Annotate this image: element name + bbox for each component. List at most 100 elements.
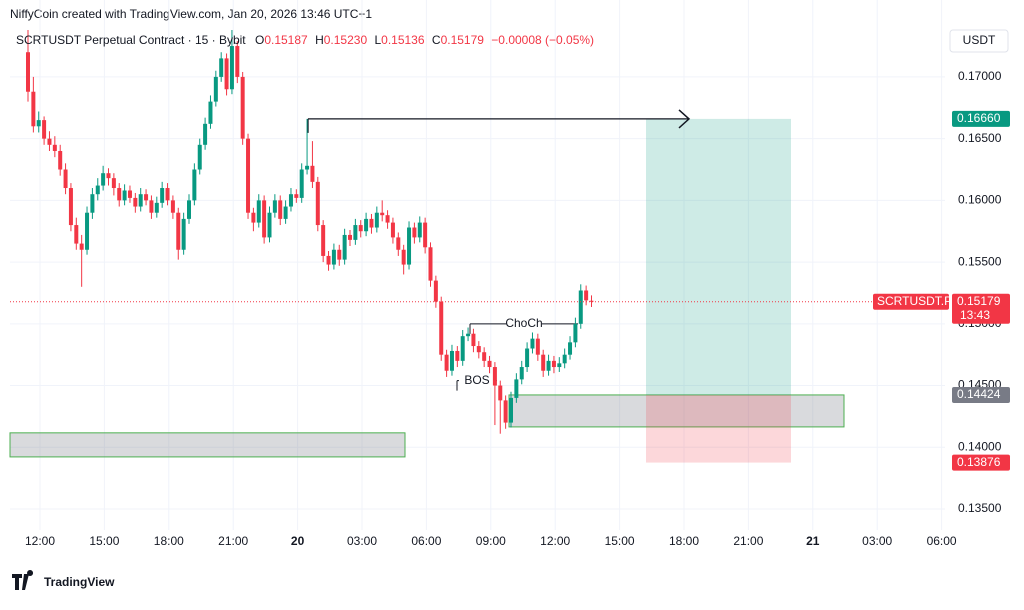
legend-o: O [255,33,264,47]
x-tick-label: 06:00 [411,534,441,548]
candle-body [541,354,546,371]
candle-body [407,227,412,265]
entry-label-bg [952,386,1010,403]
candle-body [213,76,218,102]
candle-body [288,194,293,207]
candle-body [390,222,395,238]
x-tick-label: 21:00 [733,534,763,548]
candle-body [509,397,513,423]
x-tick-label: 03:00 [862,534,892,548]
x-tick-label: 15:00 [89,534,119,548]
x-tick-label: 12:00 [540,534,570,548]
last-price-label: 0.15179 [957,294,1001,308]
candle-body [326,255,331,265]
candle-body [47,138,52,145]
candle-body [573,323,578,343]
candle-body [584,290,589,301]
candle-body [111,178,116,189]
candle-body [181,218,186,250]
candle-body [525,348,530,368]
last-price-bg [952,293,1010,324]
candle-body [203,123,208,145]
annotation-label: ChoCh [505,316,542,330]
candle-body [101,173,106,186]
candle-body [208,101,213,124]
x-tick-label: 09:00 [476,534,506,548]
legend-low: 0.15136 [381,33,425,47]
candle-body [122,190,127,201]
x-tick-label: 12:00 [25,534,55,548]
candle-body [535,338,540,355]
candle-body [36,120,41,127]
annotation-bg [506,316,542,331]
candle-body [170,200,175,213]
candle-body [256,200,261,223]
candle-body [530,338,535,349]
candle-body [176,212,181,250]
candle-body [449,350,454,371]
x-tick-label: 15:00 [605,534,635,548]
legend-l: L [374,33,381,47]
candle-body [272,200,277,213]
candle-body [353,225,358,240]
plot-area: ChoCh BOS [9,0,945,530]
legend: SCRTUSDT Perpetual Contract · 15 · Bybit… [16,33,594,47]
candle-body [568,342,573,355]
candle-body [52,144,57,151]
candle-body [439,301,444,355]
currency[interactable]: USDT [963,33,996,47]
candle-body [557,363,562,368]
candle-body [305,165,310,170]
candle-body [106,173,111,179]
candle-body [138,194,143,207]
y-tick-label: 0.17000 [958,69,1002,83]
candle-body [235,46,240,77]
candle-body [63,169,68,189]
candle-body [278,200,283,219]
legend-symbol: SCRTUSDT Perpetual Contract · 15 · Bybit [16,33,246,47]
candle-body [117,188,122,201]
x-tick-label: 03:00 [347,534,377,548]
x-tick-label: 18:00 [154,534,184,548]
candle-body [589,300,594,302]
legend-change: −0.00008 (−0.05%) [491,33,594,47]
annotation-label: BOS [464,373,489,387]
annotation-bg [459,373,495,388]
candle-body [160,188,165,203]
candle-body [551,360,556,368]
stop-label-bg [952,454,1010,471]
candle-body [149,200,154,213]
candle-body [127,190,132,198]
legend-c: C [432,33,441,47]
y-tick-label: 0.16500 [958,131,1002,145]
candle-body [358,225,363,232]
candle-body [433,280,438,302]
x-tick-label: 06:00 [927,534,957,548]
candle-body [267,212,272,238]
y-tick-label: 0.13500 [958,501,1002,515]
x-tick-label: 21:00 [218,534,248,548]
candle-body [79,243,84,250]
countdown: 13:43 [960,308,990,322]
candle-body [482,352,487,361]
candle-body [498,385,503,401]
candle-body [321,225,326,256]
candle-body [396,237,401,250]
candle-body [337,249,342,260]
logo-icon [12,570,34,590]
candle-body [444,354,449,371]
x-tick-label: 20 [291,534,305,548]
candle-body [385,215,390,223]
candle-body [455,350,460,361]
candle-body [315,181,320,226]
legend-high: 0.15230 [324,33,368,47]
y-tick-label: 0.16000 [958,193,1002,207]
candle-body [58,150,63,170]
currency-button[interactable] [949,29,1009,53]
legend-open: 0.15187 [264,33,308,47]
candle-body [240,76,245,139]
position-stop [646,394,791,463]
candle-body [423,222,428,248]
candle-body [380,212,385,216]
